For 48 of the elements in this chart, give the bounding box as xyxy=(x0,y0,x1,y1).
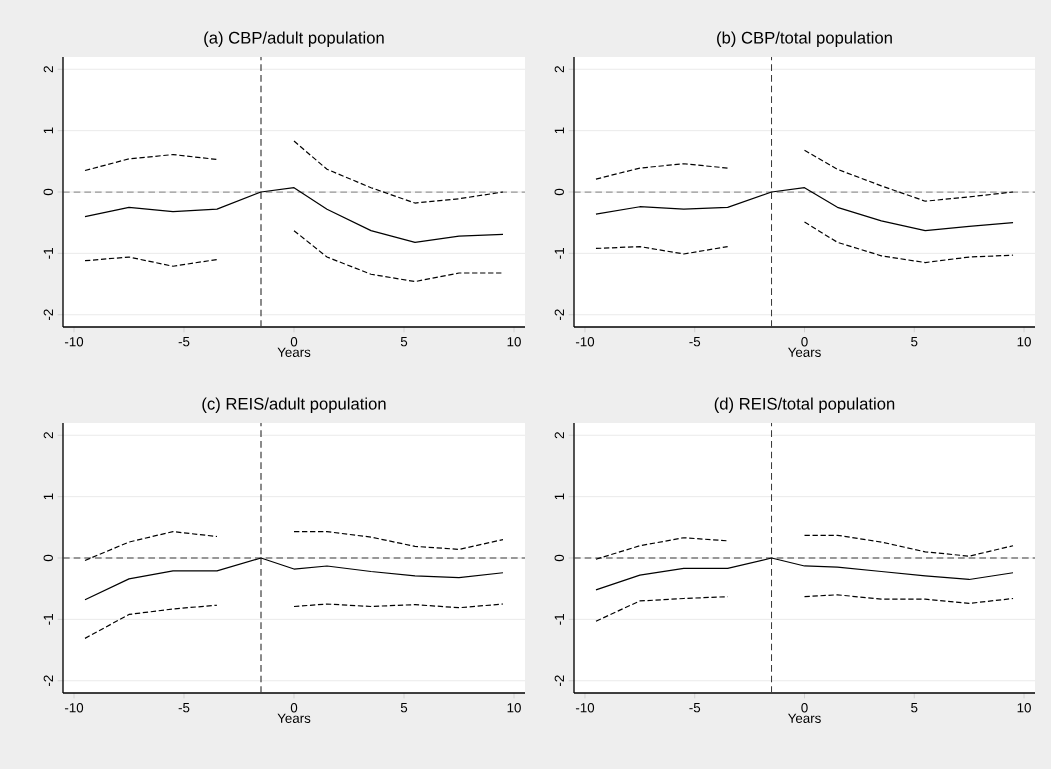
x-tick-label: -10 xyxy=(64,703,84,713)
y-tick-label: 1 xyxy=(43,493,53,500)
x-tick-label: -10 xyxy=(575,703,595,713)
y-tick-label: 1 xyxy=(43,127,53,134)
y-tick-label: 0 xyxy=(43,188,53,196)
x-axis-title: Years xyxy=(787,713,821,723)
x-axis-title: Years xyxy=(277,713,311,723)
y-tick-label: 1 xyxy=(554,127,564,134)
x-tick-label: 5 xyxy=(400,703,408,713)
chart-title: (a) CBP/adult population xyxy=(204,31,384,47)
chart-title: (d) REIS/total population xyxy=(714,397,895,413)
x-tick-label: 10 xyxy=(507,337,521,347)
x-tick-label: 5 xyxy=(911,337,918,347)
x-tick-label: 5 xyxy=(400,337,408,347)
y-tick-label: 1 xyxy=(554,493,564,500)
x-tick-label: -10 xyxy=(575,337,595,347)
chart-title: (b) CBP/total population xyxy=(717,31,892,47)
x-tick-label: -10 xyxy=(64,337,84,347)
x-tick-label: 10 xyxy=(507,703,521,713)
y-tick-label: 2 xyxy=(554,66,564,73)
y-tick-label: 0 xyxy=(554,554,564,562)
y-tick-label: 0 xyxy=(43,554,53,562)
x-tick-label: 10 xyxy=(1017,703,1031,713)
y-tick-label: -1 xyxy=(43,614,53,625)
x-tick-label: 0 xyxy=(290,703,298,713)
y-tick-label: -1 xyxy=(43,248,53,259)
y-tick-label: -2 xyxy=(43,309,53,321)
y-tick-label: -1 xyxy=(554,248,564,259)
y-tick-label: -2 xyxy=(554,309,564,321)
x-tick-label: 0 xyxy=(801,703,808,713)
x-tick-label: 5 xyxy=(911,703,918,713)
y-tick-label: 2 xyxy=(554,432,564,439)
chart-title: (c) REIS/adult population xyxy=(202,397,386,413)
x-tick-label: 10 xyxy=(1017,337,1031,347)
y-tick-label: 0 xyxy=(554,188,564,196)
x-tick-label: 0 xyxy=(290,337,298,347)
y-tick-label: -2 xyxy=(554,675,564,687)
y-tick-label: -1 xyxy=(554,614,564,625)
x-tick-label: -5 xyxy=(689,703,701,713)
x-axis-title: Years xyxy=(277,347,311,357)
y-tick-label: -2 xyxy=(43,675,53,687)
y-tick-label: 2 xyxy=(43,66,53,73)
x-tick-label: -5 xyxy=(689,337,701,347)
x-tick-label: -5 xyxy=(178,703,190,713)
y-tick-label: 2 xyxy=(43,432,53,439)
x-axis-title: Years xyxy=(787,347,821,357)
x-tick-label: -5 xyxy=(178,337,190,347)
x-tick-label: 0 xyxy=(801,337,808,347)
